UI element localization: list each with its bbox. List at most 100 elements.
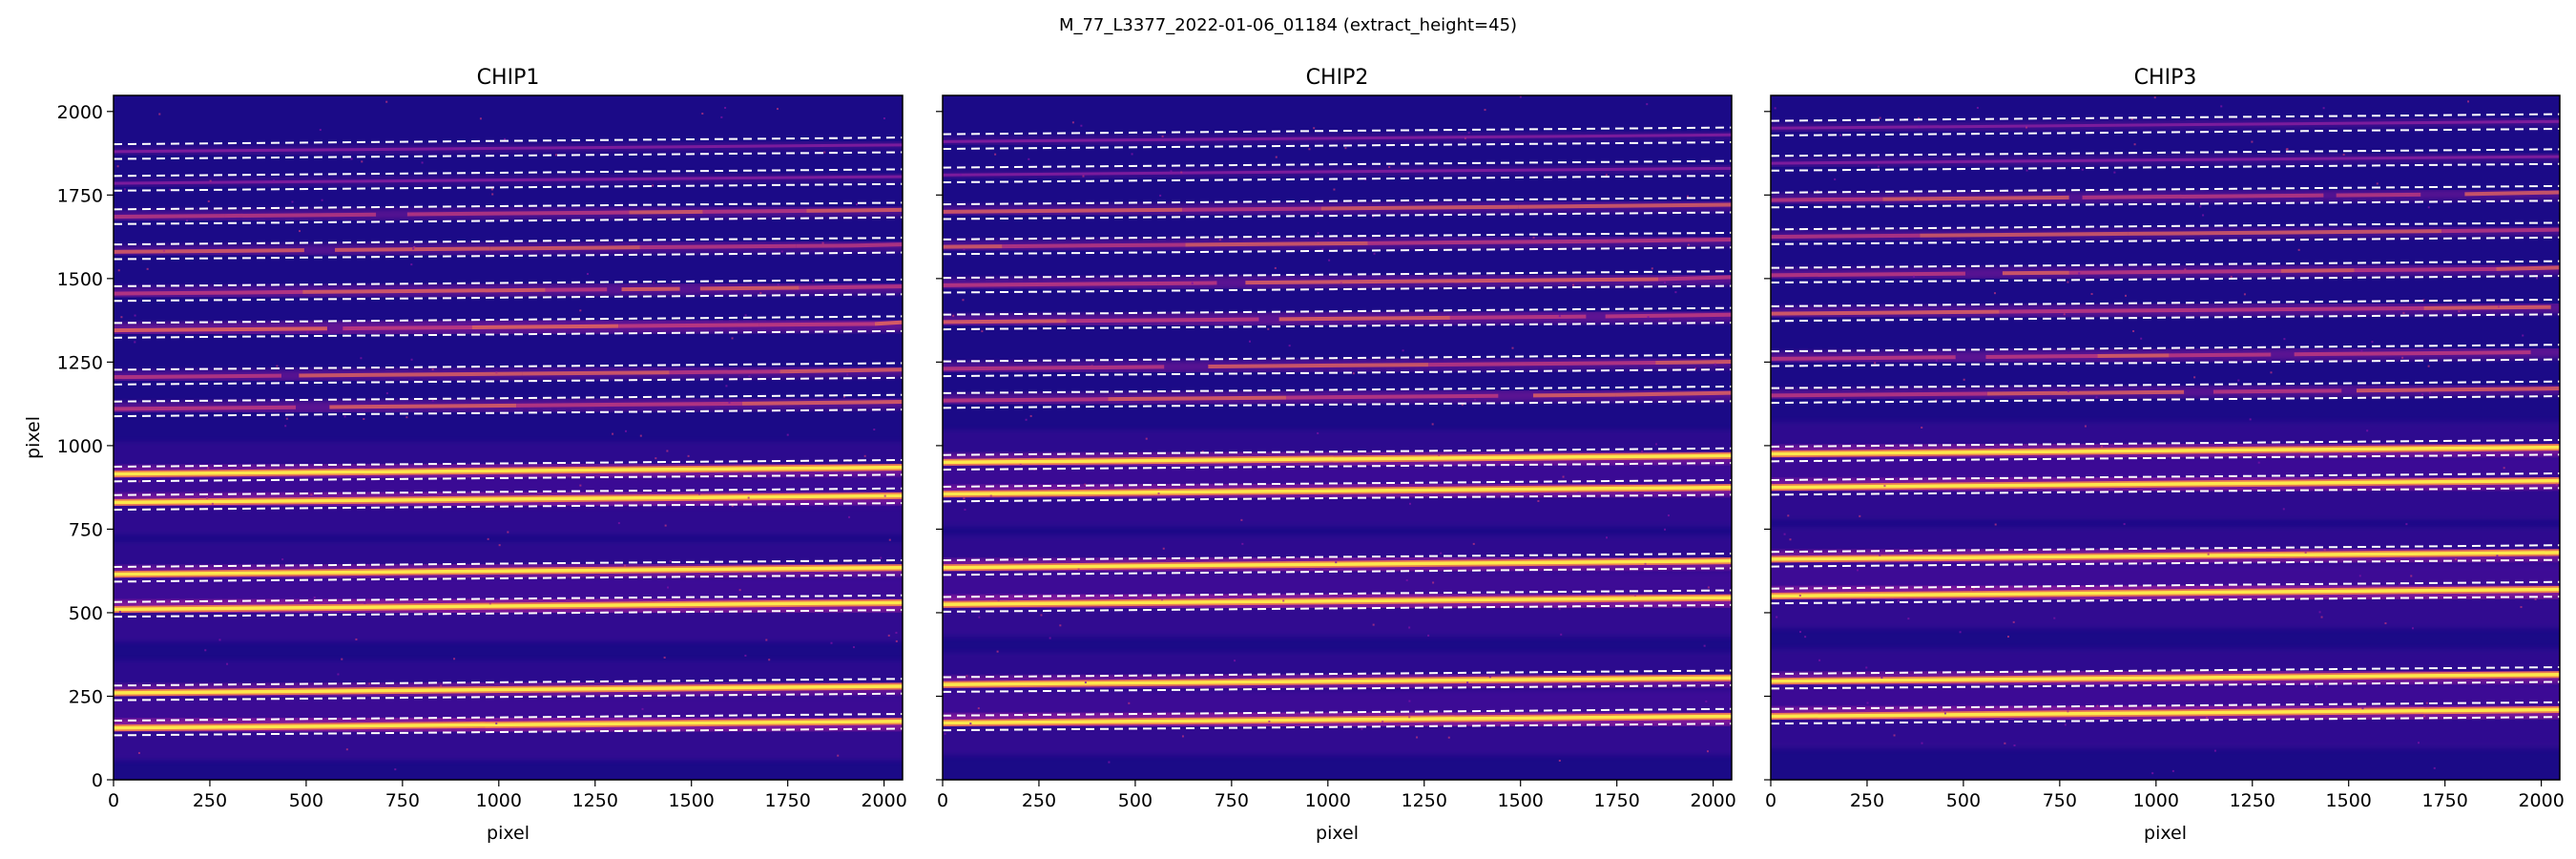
detector-image bbox=[114, 95, 903, 780]
hot-pixel bbox=[639, 434, 642, 437]
hot-pixel bbox=[1918, 116, 1921, 119]
hot-pixel bbox=[1941, 708, 1943, 711]
hot-pixel bbox=[2251, 140, 2254, 143]
trace-5 bbox=[114, 487, 903, 512]
hot-pixel bbox=[1339, 171, 1341, 174]
hot-pixel bbox=[207, 199, 210, 202]
extraction-boundary bbox=[1771, 236, 2560, 245]
hot-pixel bbox=[1959, 631, 1962, 634]
hot-pixel bbox=[2402, 311, 2405, 314]
hot-pixel bbox=[1466, 681, 1469, 684]
hot-pixel bbox=[2516, 119, 2519, 122]
hot-pixel bbox=[1170, 170, 1173, 173]
y-tick-label: 250 bbox=[69, 686, 103, 707]
trace-segment bbox=[1518, 202, 1732, 209]
x-tick-label: 2000 bbox=[2518, 790, 2564, 811]
hot-pixel bbox=[440, 684, 443, 687]
hot-pixel bbox=[1655, 443, 1658, 446]
hot-pixel bbox=[1160, 598, 1163, 601]
trace-faint bbox=[114, 175, 903, 185]
hot-pixel bbox=[1328, 259, 1331, 262]
hot-pixel bbox=[1321, 248, 1324, 251]
trace-segment bbox=[1771, 309, 2000, 316]
extraction-boundary bbox=[943, 306, 1732, 316]
hot-pixel bbox=[978, 616, 981, 618]
extraction-boundary bbox=[1771, 260, 2560, 269]
y-tick-label: 750 bbox=[69, 519, 103, 540]
hot-pixel bbox=[2064, 723, 2067, 726]
hot-pixel bbox=[158, 113, 161, 115]
hot-pixel bbox=[2371, 341, 2374, 344]
hot-pixel bbox=[2421, 393, 2424, 396]
hot-pixel bbox=[117, 269, 120, 272]
hot-pixel bbox=[1817, 190, 1819, 193]
hot-pixel bbox=[2361, 707, 2364, 710]
trace-13 bbox=[1771, 153, 2560, 168]
hot-pixel bbox=[1029, 414, 1032, 417]
hot-pixel bbox=[1943, 712, 1946, 715]
trace-segment bbox=[1181, 206, 1321, 212]
x-tick-label: 1000 bbox=[476, 790, 522, 811]
trace-segment bbox=[1449, 314, 1587, 320]
hot-pixel bbox=[1647, 316, 1650, 319]
hot-pixel bbox=[2384, 622, 2387, 625]
hot-pixel bbox=[1839, 134, 1842, 136]
extraction-boundary bbox=[114, 609, 903, 618]
hot-pixel bbox=[276, 365, 279, 367]
hot-pixel bbox=[1402, 349, 1404, 352]
hot-pixel bbox=[1963, 378, 1965, 381]
hot-pixel bbox=[1161, 135, 1164, 137]
trace-segment bbox=[2068, 268, 2281, 275]
axes-frame bbox=[942, 94, 1733, 781]
hot-pixel bbox=[364, 601, 366, 604]
extraction-boundary bbox=[114, 216, 903, 225]
hot-pixel bbox=[2322, 107, 2325, 110]
hot-pixel bbox=[321, 199, 323, 201]
trace-segment bbox=[406, 210, 630, 217]
x-tick-label: 2000 bbox=[861, 790, 906, 811]
hot-pixel bbox=[2257, 461, 2260, 464]
hot-pixel bbox=[944, 732, 946, 735]
hot-pixel bbox=[2124, 294, 2127, 297]
hot-pixel bbox=[2282, 508, 2285, 511]
hot-pixel bbox=[2535, 277, 2538, 280]
extraction-boundary bbox=[1771, 544, 2560, 554]
hot-pixel bbox=[1818, 659, 1821, 661]
extraction-boundary bbox=[114, 409, 903, 418]
hot-pixel bbox=[1935, 359, 1938, 362]
hot-pixel bbox=[488, 602, 491, 605]
hot-pixel bbox=[842, 395, 845, 398]
extraction-boundary bbox=[114, 473, 903, 483]
hot-pixel bbox=[996, 650, 999, 653]
hot-pixel bbox=[1388, 166, 1391, 169]
trace-faint bbox=[114, 143, 903, 154]
hot-pixel bbox=[1866, 702, 1869, 704]
hot-pixel bbox=[1181, 735, 1184, 738]
extraction-boundary bbox=[1771, 716, 2560, 725]
trace-segment bbox=[943, 397, 1109, 403]
detector-image bbox=[1771, 95, 2560, 780]
trace-4 bbox=[1771, 544, 2560, 568]
x-tick-label: 1500 bbox=[2326, 790, 2372, 811]
x-tick-label: 750 bbox=[1215, 790, 1249, 811]
hot-pixel bbox=[883, 494, 886, 497]
hot-pixel bbox=[666, 586, 669, 589]
hot-pixel bbox=[134, 314, 136, 317]
hot-pixel bbox=[1558, 759, 1561, 762]
hot-pixel bbox=[1335, 561, 1338, 564]
hot-pixel bbox=[1467, 132, 1470, 135]
extraction-boundary bbox=[943, 246, 1732, 256]
extraction-boundary bbox=[943, 400, 1732, 409]
hot-pixel bbox=[272, 179, 275, 182]
hot-pixel bbox=[1857, 569, 1859, 572]
x-tick-label: 250 bbox=[193, 790, 227, 811]
hot-pixel bbox=[2342, 154, 2345, 157]
extraction-boundary bbox=[1771, 666, 2560, 676]
hot-pixel bbox=[1275, 156, 1278, 158]
x-tick-label: 750 bbox=[2043, 790, 2077, 811]
chip-panel-2: CHIP2 0 250 500 750 1000 1250 1500 1750 2000 pixel bbox=[936, 66, 1736, 844]
hot-pixel bbox=[1274, 266, 1277, 269]
trace-4 bbox=[943, 552, 1732, 576]
hot-pixel bbox=[725, 385, 728, 388]
extraction-boundary bbox=[114, 278, 903, 287]
